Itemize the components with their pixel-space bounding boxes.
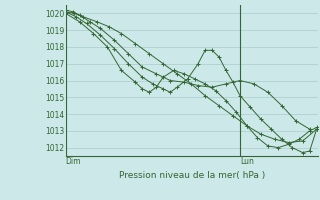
X-axis label: Pression niveau de la mer( hPa ): Pression niveau de la mer( hPa ) xyxy=(119,171,265,180)
